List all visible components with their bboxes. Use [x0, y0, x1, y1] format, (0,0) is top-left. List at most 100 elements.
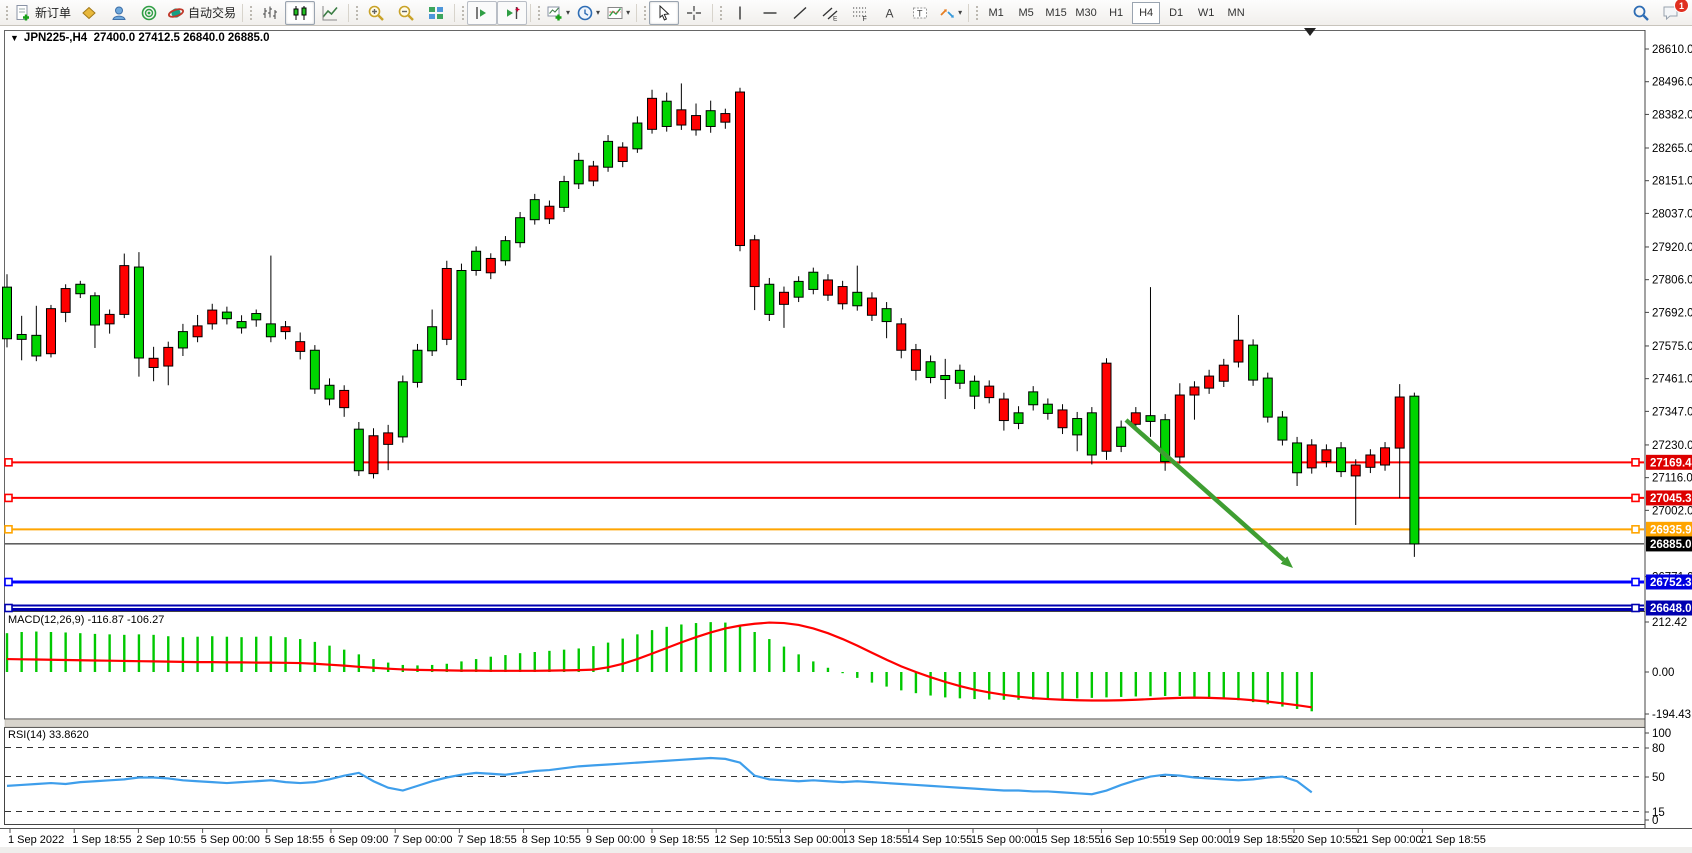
price-axis[interactable]: 28610.0 28496.0 28382.0 28265.0 28151.0 28037…: [1644, 30, 1692, 828]
templates-button[interactable]: ▾: [603, 1, 633, 25]
candle-chart-mode-button[interactable]: [285, 0, 316, 25]
bar-chart-mode-button[interactable]: [255, 1, 285, 25]
chart-title: ▼ JPN225-,H4 27400.0 27412.5 26840.0 2688…: [10, 32, 269, 44]
panel-splitter[interactable]: [4, 719, 1646, 728]
svg-text:26752.3: 26752.3: [1650, 577, 1692, 589]
collapse-chart-icon[interactable]: ▼: [10, 33, 19, 43]
svg-text:27230.0: 27230.0: [1652, 440, 1692, 452]
zoom-in-button[interactable]: [361, 1, 391, 25]
svg-text:9 Sep 18:55: 9 Sep 18:55: [650, 834, 709, 846]
tf-m15[interactable]: M15: [1045, 6, 1067, 19]
search-icon: [1633, 5, 1649, 21]
tf-h4[interactable]: H4: [1132, 1, 1161, 24]
trend-arrow-annotation[interactable]: [1124, 418, 1293, 568]
horizontal-line-tool-button[interactable]: [755, 1, 785, 25]
main-toolbar: 新订单 自动交易 ▾ ▾ ▾ E F A T ▾ M1 M5 M15 M30 H1 H4 D1 W1 MN 1: [0, 0, 1692, 26]
notifications-button[interactable]: 1: [1656, 0, 1689, 25]
navigator-icon: [112, 6, 126, 20]
template-icon: [607, 6, 623, 19]
text-tool-button[interactable]: A: [875, 1, 905, 25]
tf-mn[interactable]: MN: [1227, 6, 1245, 19]
chevron-down-icon[interactable]: ▾: [958, 8, 963, 17]
text-label-icon: T: [913, 7, 928, 18]
toolbar-grip[interactable]: [460, 4, 466, 21]
toolbar-grip[interactable]: [974, 4, 980, 21]
new-order-icon: [16, 4, 29, 20]
toolbar-separator: [454, 3, 456, 22]
svg-text:19 Sep 00:00: 19 Sep 00:00: [1164, 834, 1229, 846]
new-order-button[interactable]: 新订单: [11, 1, 74, 25]
svg-text:26885.0: 26885.0: [1650, 539, 1692, 551]
tf-m5[interactable]: M5: [1018, 6, 1034, 19]
auto-trading-button[interactable]: 自动交易: [164, 1, 239, 25]
price-tag: 26885.0: [1646, 536, 1692, 552]
tf-h1[interactable]: H1: [1109, 6, 1124, 19]
horizontal-line-objects[interactable]: [4, 458, 1644, 613]
tf-d1[interactable]: D1: [1169, 6, 1184, 19]
svg-text:28151.0: 28151.0: [1652, 176, 1692, 188]
svg-text:0: 0: [1652, 815, 1658, 827]
toolbar-grip[interactable]: [642, 4, 648, 21]
broadcast-button[interactable]: [134, 1, 164, 25]
line-chart-mode-button[interactable]: [315, 1, 345, 25]
tile-windows-button[interactable]: [421, 1, 451, 25]
time-axis[interactable]: 1 Sep 2022 1 Sep 18:55 2 Sep 10:55 5 Sep 00…: [0, 828, 1692, 846]
svg-text:7 Sep 18:55: 7 Sep 18:55: [457, 834, 516, 846]
search-button[interactable]: [1626, 1, 1656, 25]
candles-chart-icon: [293, 5, 307, 20]
trendline-icon: [793, 6, 807, 19]
chevron-down-icon[interactable]: ▾: [566, 8, 571, 17]
auto-scroll-button[interactable]: [467, 0, 498, 25]
fibonacci-tool-button[interactable]: F: [845, 1, 875, 25]
chevron-down-icon[interactable]: ▾: [596, 8, 601, 17]
crosshair-tool-button[interactable]: [679, 1, 709, 25]
svg-text:16 Sep 10:55: 16 Sep 10:55: [1099, 834, 1164, 846]
zoom-out-button[interactable]: [391, 1, 421, 25]
toolbar-grip[interactable]: [718, 4, 724, 21]
chart-symbol-period: JPN225-,H4: [23, 32, 88, 44]
svg-text:20 Sep 10:55: 20 Sep 10:55: [1292, 834, 1357, 846]
chart-window: 28610.0 28496.0 28382.0 28265.0 28151.0 28037…: [0, 26, 1692, 853]
new-chart-button[interactable]: ▾: [543, 1, 573, 25]
chart-shift-button[interactable]: [497, 0, 528, 25]
new-chart-icon: [547, 6, 562, 20]
toolbar-separator: [636, 3, 638, 22]
toolbar-grip[interactable]: [354, 4, 360, 21]
tf-m1[interactable]: M1: [988, 6, 1004, 19]
cursor-tool-button[interactable]: [649, 0, 680, 25]
toolbar-grip[interactable]: [4, 4, 9, 21]
zoom-out-icon: [398, 5, 414, 21]
svg-text:100: 100: [1652, 728, 1671, 740]
svg-text:27461.0: 27461.0: [1652, 374, 1692, 386]
svg-text:27347.0: 27347.0: [1652, 406, 1692, 418]
navigator-button[interactable]: [104, 1, 134, 25]
periods-button[interactable]: ▾: [573, 1, 603, 25]
svg-text:2 Sep 10:55: 2 Sep 10:55: [136, 834, 195, 846]
svg-text:28496.0: 28496.0: [1652, 77, 1692, 89]
price-tag: 26648.0: [1646, 600, 1692, 616]
shapes-tool-button[interactable]: ▾: [935, 1, 965, 25]
macd-signal-line: [6, 621, 1312, 709]
toolbar-grip[interactable]: [536, 4, 542, 21]
toolbar-separator: [712, 3, 714, 22]
svg-text:7 Sep 00:00: 7 Sep 00:00: [393, 834, 452, 846]
svg-text:-194.43: -194.43: [1652, 709, 1691, 721]
svg-text:5 Sep 18:55: 5 Sep 18:55: [265, 834, 324, 846]
rsi-panel: [5, 747, 1644, 812]
trendline-tool-button[interactable]: [785, 1, 815, 25]
styler-button[interactable]: [74, 1, 104, 25]
price-tag: 27169.4: [1646, 454, 1692, 470]
channel-tool-button[interactable]: E: [815, 1, 845, 25]
tf-m30[interactable]: M30: [1075, 6, 1097, 19]
zoom-in-icon: [368, 5, 384, 21]
chart-canvas[interactable]: 28610.0 28496.0 28382.0 28265.0 28151.0 28037…: [0, 26, 1692, 853]
text-label-tool-button[interactable]: T: [905, 1, 935, 25]
tf-w1[interactable]: W1: [1197, 6, 1215, 19]
horizontal-line-icon: [763, 11, 777, 14]
candlestick-series: [2, 83, 1420, 557]
vertical-line-tool-button[interactable]: [725, 1, 755, 25]
toolbar-grip[interactable]: [248, 4, 254, 21]
chevron-down-icon[interactable]: ▾: [626, 8, 631, 17]
fibonacci-icon: F: [853, 6, 867, 22]
text-icon: A: [886, 6, 894, 20]
